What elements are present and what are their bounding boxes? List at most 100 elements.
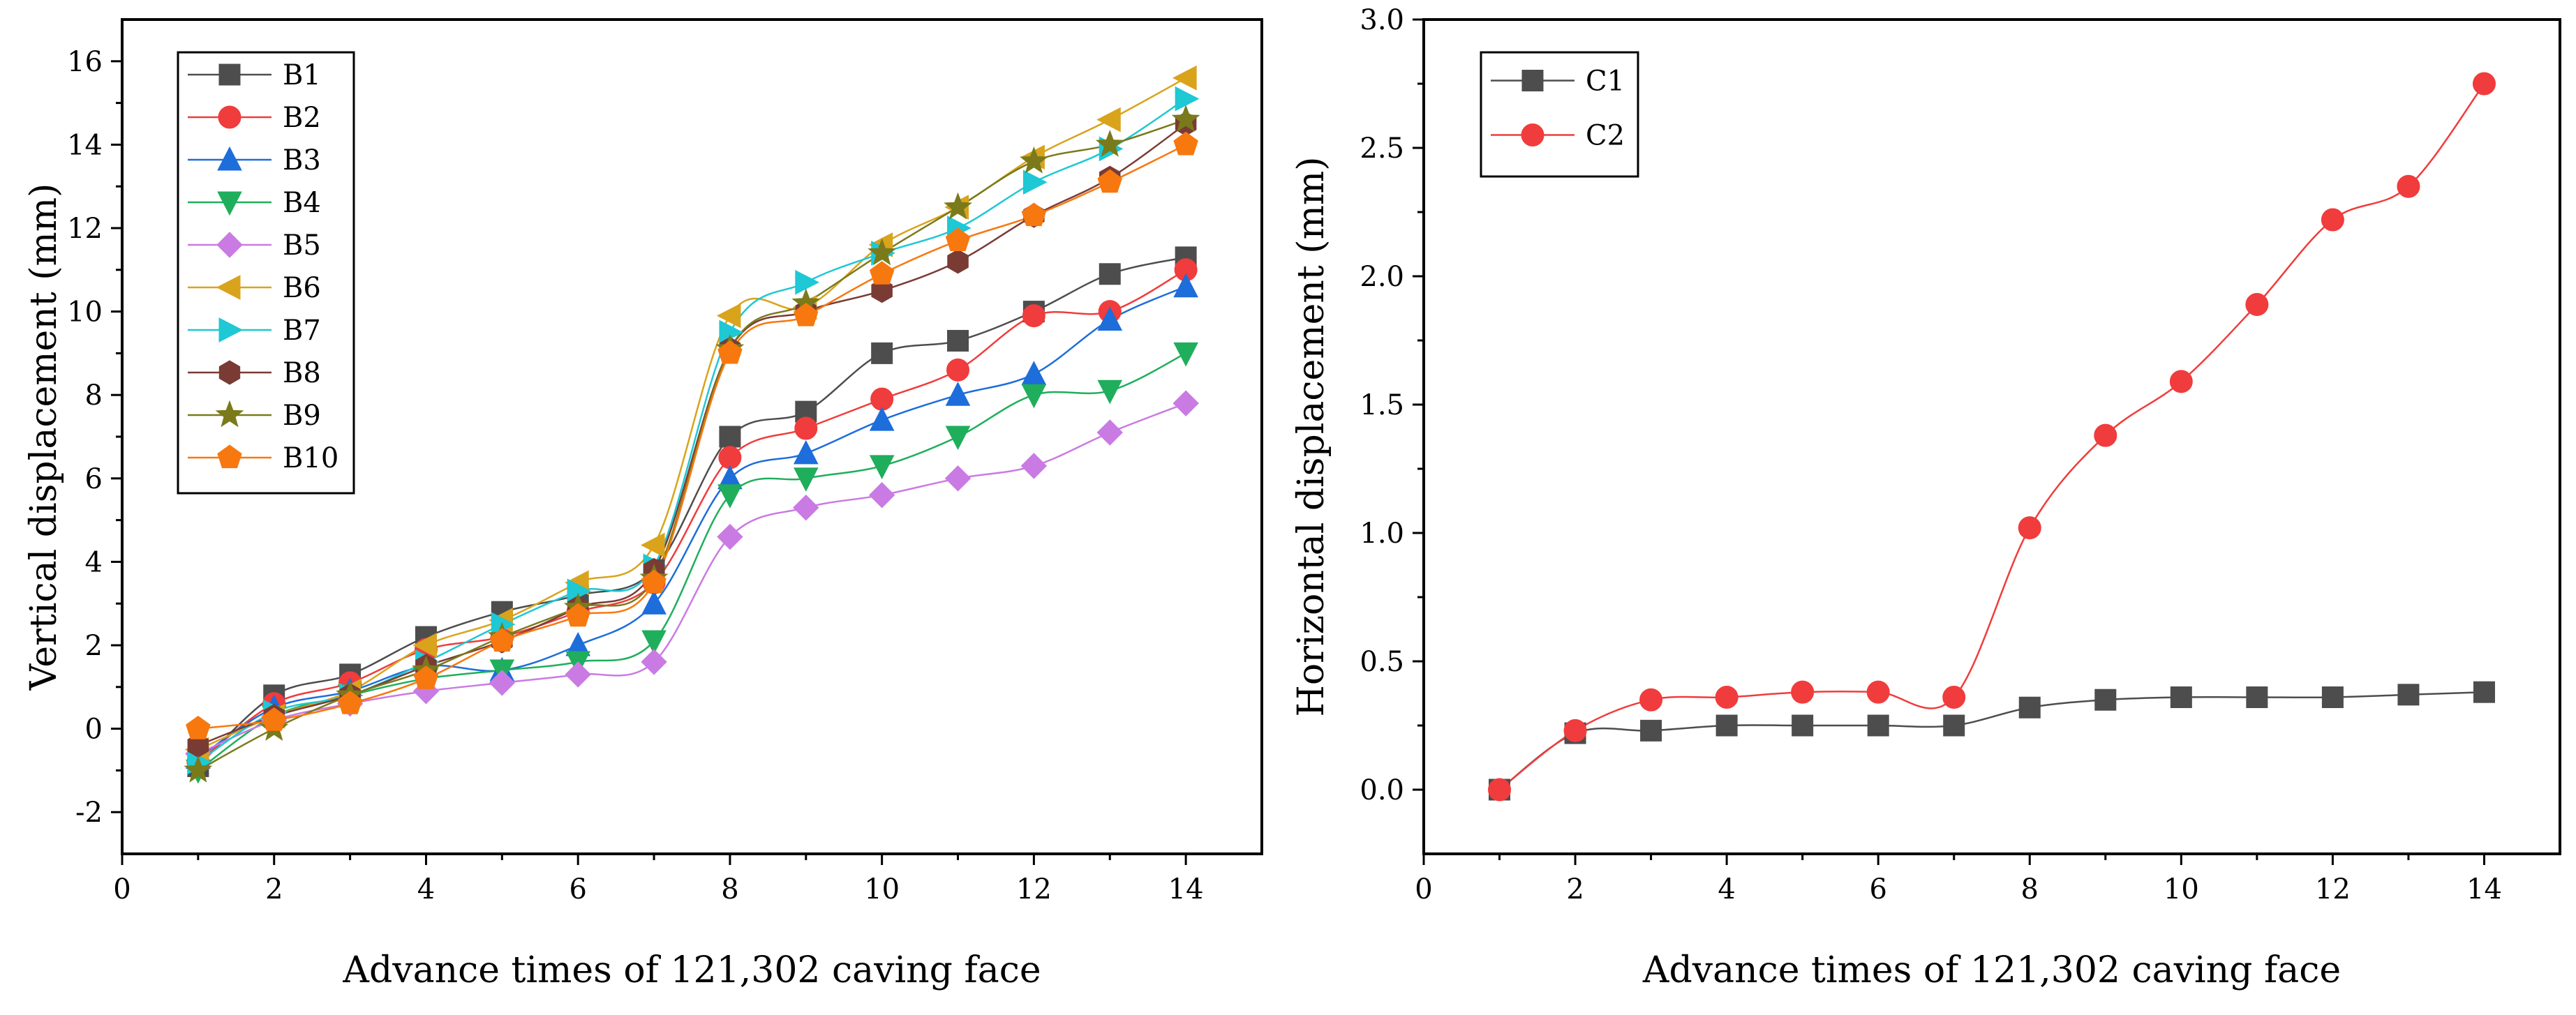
data-point-b7 (795, 269, 819, 295)
legend-box (177, 51, 355, 495)
data-point-b5 (793, 494, 819, 521)
data-point-b4 (945, 426, 971, 451)
y-tick-label: 10 (67, 296, 103, 329)
data-point-b7 (1022, 170, 1048, 195)
data-point-c2 (1942, 686, 1966, 709)
data-point-c1 (2397, 684, 2420, 706)
data-point-b4 (641, 630, 667, 655)
x-tick-label: 4 (417, 873, 435, 905)
y-tick-label: 2.5 (1360, 133, 1404, 165)
series-markers (1488, 72, 2496, 802)
data-point-b10 (489, 628, 515, 652)
data-point-b3 (1173, 273, 1198, 298)
data-point-b10 (717, 340, 743, 364)
x-tick-label: 12 (2315, 873, 2351, 905)
data-point-b10 (1021, 202, 1047, 227)
data-point-b10 (869, 261, 895, 285)
x-tick-label: 2 (265, 873, 283, 905)
data-point-c2 (2472, 72, 2496, 96)
legend-marker-c1 (1521, 70, 1544, 91)
legend-marker-b4 (217, 191, 242, 216)
data-point-c1 (2473, 681, 2495, 703)
x-tick-label: 8 (2021, 873, 2039, 905)
y-axis-title: Vertical displacement (mm) (23, 183, 65, 691)
data-point-b2 (1022, 304, 1045, 328)
data-point-b10 (794, 302, 819, 326)
data-point-b2 (946, 358, 970, 382)
data-point-b1 (947, 329, 969, 352)
legend-label-b8: B8 (283, 357, 321, 389)
legend-marker-b3 (217, 146, 242, 171)
data-point-b5 (489, 670, 516, 696)
data-point-b10 (262, 707, 287, 731)
data-point-b10 (1097, 169, 1122, 193)
x-axis-title: Advance times of 121,302 caving face (342, 949, 1041, 991)
data-point-c2 (2397, 174, 2420, 198)
data-point-b5 (868, 482, 895, 509)
series-line-c2 (1498, 83, 2485, 790)
data-point-b1 (871, 342, 893, 364)
y-tick-label: 14 (67, 129, 103, 161)
data-point-b2 (794, 416, 818, 440)
plot-frame (1422, 18, 2561, 855)
y-axis-title: Horizontal displacement (mm) (1290, 156, 1332, 716)
data-point-c2 (1639, 688, 1663, 712)
legend-label-b6: B6 (283, 272, 321, 304)
series-curves (198, 77, 1186, 772)
y-tick-label: 16 (67, 46, 103, 78)
data-point-b6 (1096, 107, 1121, 133)
y-axis: 0.0 0.5 1.0 1.5 2.0 2.5 3.0 (1360, 4, 1424, 806)
data-point-b3 (945, 382, 971, 406)
data-point-b6 (412, 633, 437, 658)
data-point-c1 (2246, 686, 2268, 709)
y-tick-label: 0.0 (1360, 774, 1404, 806)
data-point-b8 (947, 249, 969, 274)
data-point-b10 (1173, 131, 1198, 156)
data-point-c2 (2245, 292, 2269, 316)
legend-marker-b9 (215, 400, 244, 428)
y-tick-label: 2.0 (1360, 261, 1404, 293)
data-point-b9 (1171, 105, 1200, 132)
data-point-b4 (869, 455, 895, 479)
series-markers (184, 65, 1200, 784)
data-point-c1 (2094, 689, 2117, 711)
legend-box (1480, 51, 1639, 178)
x-axis-title: Advance times of 121,302 caving face (1642, 949, 2341, 991)
data-point-b10 (945, 227, 971, 251)
data-point-b10 (337, 691, 363, 714)
series-line-b4 (198, 352, 1186, 772)
data-point-b10 (641, 569, 667, 594)
data-point-b5 (944, 465, 971, 492)
series-curves (1498, 83, 2485, 791)
data-point-c1 (2321, 686, 2344, 709)
x-tick-label: 0 (113, 873, 131, 905)
data-point-c2 (1791, 680, 1815, 704)
legend-label-c1: C1 (1586, 66, 1625, 98)
legend-label-b3: B3 (283, 144, 321, 176)
data-point-b5 (1020, 453, 1048, 479)
y-tick-label: 1.5 (1360, 389, 1404, 421)
legend-marker-b10 (217, 444, 242, 469)
x-tick-label: 14 (2466, 873, 2502, 905)
data-point-b6 (716, 303, 741, 329)
y-tick-label: 6 (85, 463, 103, 495)
data-point-c2 (1488, 778, 1512, 802)
x-tick-label: 2 (1566, 873, 1584, 905)
legend-marker-b2 (218, 105, 241, 129)
legend-label-b5: B5 (283, 230, 321, 262)
data-point-b7 (1175, 86, 1200, 112)
x-tick-label: 4 (1718, 873, 1735, 905)
series-line-b6 (198, 77, 1186, 751)
y-tick-label: 0 (85, 714, 103, 746)
x-tick-label: 12 (1016, 873, 1052, 905)
data-point-c1 (1867, 714, 1889, 737)
data-point-c1 (2170, 686, 2192, 709)
data-point-c2 (1715, 686, 1739, 709)
x-tick-label: 0 (1415, 873, 1432, 905)
series-line-b9 (198, 119, 1186, 772)
data-point-c1 (2018, 696, 2041, 719)
data-point-b1 (719, 426, 741, 448)
x-tick-label: 6 (1869, 873, 1886, 905)
y-tick-label: 2 (85, 630, 103, 662)
